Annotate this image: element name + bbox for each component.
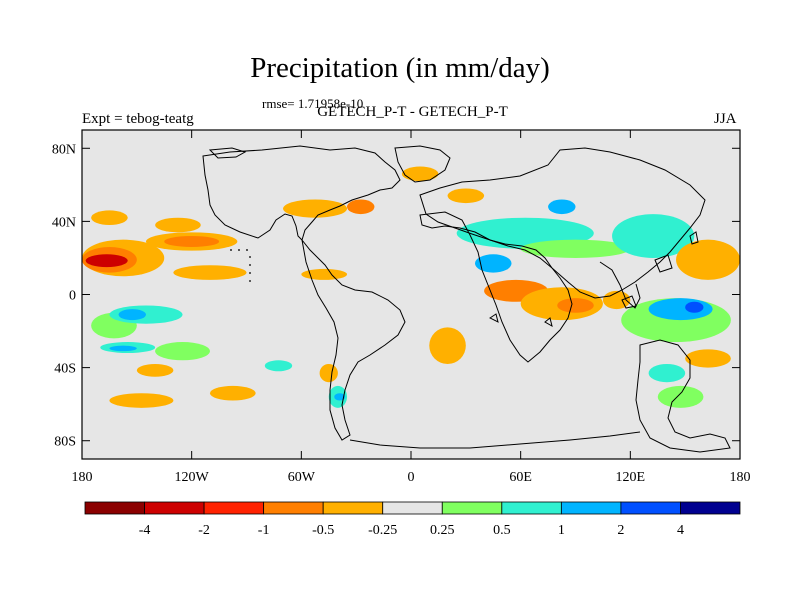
- colorbar-swatch-0: [84, 501, 145, 515]
- colorbar: -4 -2 -1 -0.5 -0.25 0.25 0.5 1 2 4: [84, 501, 741, 538]
- anomaly-region-17: [264, 360, 293, 372]
- coastline-eurasia: [419, 147, 706, 299]
- y-tick-label-0: 80N: [52, 142, 76, 157]
- y-tick-label-4: 80S: [54, 435, 76, 450]
- colorbar-label-8: 2: [617, 523, 624, 538]
- anomaly-region-39: [685, 301, 704, 313]
- colorbar-label-4: -0.25: [368, 523, 397, 538]
- chart-title: Precipitation (in mm/day): [250, 52, 550, 84]
- colorbar-swatch-1: [144, 501, 205, 515]
- x-tick-label-0: 180: [72, 470, 93, 485]
- colorbar-label-5: 0.25: [430, 523, 455, 538]
- anomaly-region-11: [155, 342, 210, 361]
- anomaly-regions: [82, 166, 740, 408]
- anomaly-region-4: [164, 236, 220, 247]
- rmse-annotation: rmse= 1.71958e-10: [262, 96, 364, 111]
- pacific-island-dots: [230, 249, 251, 282]
- coastline-arctic-island: [208, 147, 247, 159]
- experiment-label: Expt = tebog-teatg: [82, 111, 194, 127]
- anomaly-region-18: [319, 363, 338, 383]
- colorbar-swatch-2: [203, 501, 265, 515]
- coastline-australia: [635, 339, 731, 453]
- anomaly-region-42: [685, 349, 731, 368]
- anomaly-region-16: [209, 385, 256, 401]
- colorbar-swatch-9: [620, 501, 681, 515]
- anomaly-region-13: [109, 345, 137, 352]
- x-tick-label-5: 120E: [616, 470, 646, 485]
- anomaly-region-32: [676, 239, 740, 280]
- anomaly-region-29: [548, 199, 576, 215]
- y-tick-label-3: 40S: [54, 362, 76, 377]
- anomaly-region-40: [602, 290, 631, 310]
- anomaly-region-24: [401, 166, 439, 182]
- plot-background: [82, 130, 740, 459]
- colorbar-swatch-8: [560, 501, 622, 515]
- anomaly-region-23: [301, 268, 348, 280]
- colorbar-swatch-5: [382, 501, 443, 515]
- x-tick-label-4: 60E: [509, 470, 532, 485]
- season-label: JJA: [714, 111, 737, 127]
- anomaly-region-28: [474, 254, 512, 273]
- coastline-south-america: [301, 239, 406, 441]
- x-tick-label-1: 120W: [175, 470, 210, 485]
- anomaly-region-35: [557, 298, 594, 313]
- anomaly-region-27: [520, 239, 631, 258]
- coastline-india: [599, 261, 641, 309]
- coastline-island-3: [544, 317, 553, 328]
- colorbar-swatch-7: [501, 501, 562, 515]
- colorbar-swatch-3: [263, 501, 324, 515]
- anomaly-region-36: [429, 327, 466, 364]
- colorbar-swatch-10: [680, 501, 741, 515]
- anomaly-region-6: [91, 210, 128, 226]
- anomaly-region-14: [136, 363, 174, 377]
- colorbar-swatch-6: [441, 501, 503, 515]
- colorbar-label-6: 0.5: [493, 523, 511, 538]
- coastline-north-america: [202, 145, 401, 241]
- coastline-greenland: [394, 145, 451, 183]
- anomaly-region-15: [109, 393, 174, 408]
- colorbar-label-9: 4: [677, 523, 684, 538]
- anomaly-region-41: [648, 363, 686, 383]
- x-tick-label-3: 0: [408, 470, 415, 485]
- y-tick-label-2: 0: [69, 289, 76, 304]
- anomaly-region-2: [85, 254, 128, 268]
- coastline-africa: [419, 211, 573, 363]
- colorbar-label-1: -2: [198, 523, 210, 538]
- y-tick-label-1: 40N: [52, 215, 76, 230]
- coastline-island-1: [621, 295, 637, 309]
- coastline-south-polar: [349, 431, 641, 449]
- anomaly-region-22: [347, 199, 375, 215]
- anomaly-region-10: [118, 309, 146, 321]
- x-tick-label-6: 180: [730, 470, 751, 485]
- anomaly-region-25: [447, 188, 485, 204]
- axes: 180 120W 60W 0 60E 120E 180 80N 40N 0 40S 80S: [52, 130, 751, 485]
- coastline-island-4: [489, 313, 499, 323]
- x-tick-label-2: 60W: [288, 470, 316, 485]
- anomaly-region-7: [155, 217, 201, 233]
- anomaly-region-43: [657, 385, 704, 408]
- coastlines: [202, 145, 731, 453]
- anomaly-region-38: [648, 298, 713, 321]
- coastline-island-5: [689, 231, 699, 245]
- colorbar-label-3: -0.5: [312, 523, 334, 538]
- coastline-island-2: [654, 254, 673, 273]
- anomaly-region-20: [334, 393, 346, 401]
- colorbar-swatch-4: [322, 501, 384, 515]
- colorbar-label-0: -4: [139, 523, 151, 538]
- anomaly-region-21: [283, 199, 348, 218]
- anomaly-region-5: [173, 265, 247, 280]
- colorbar-label-7: 1: [558, 523, 565, 538]
- chart-subtitle: GETECH_P-T - GETECH_P-T: [317, 104, 508, 120]
- colorbar-label-2: -1: [258, 523, 270, 538]
